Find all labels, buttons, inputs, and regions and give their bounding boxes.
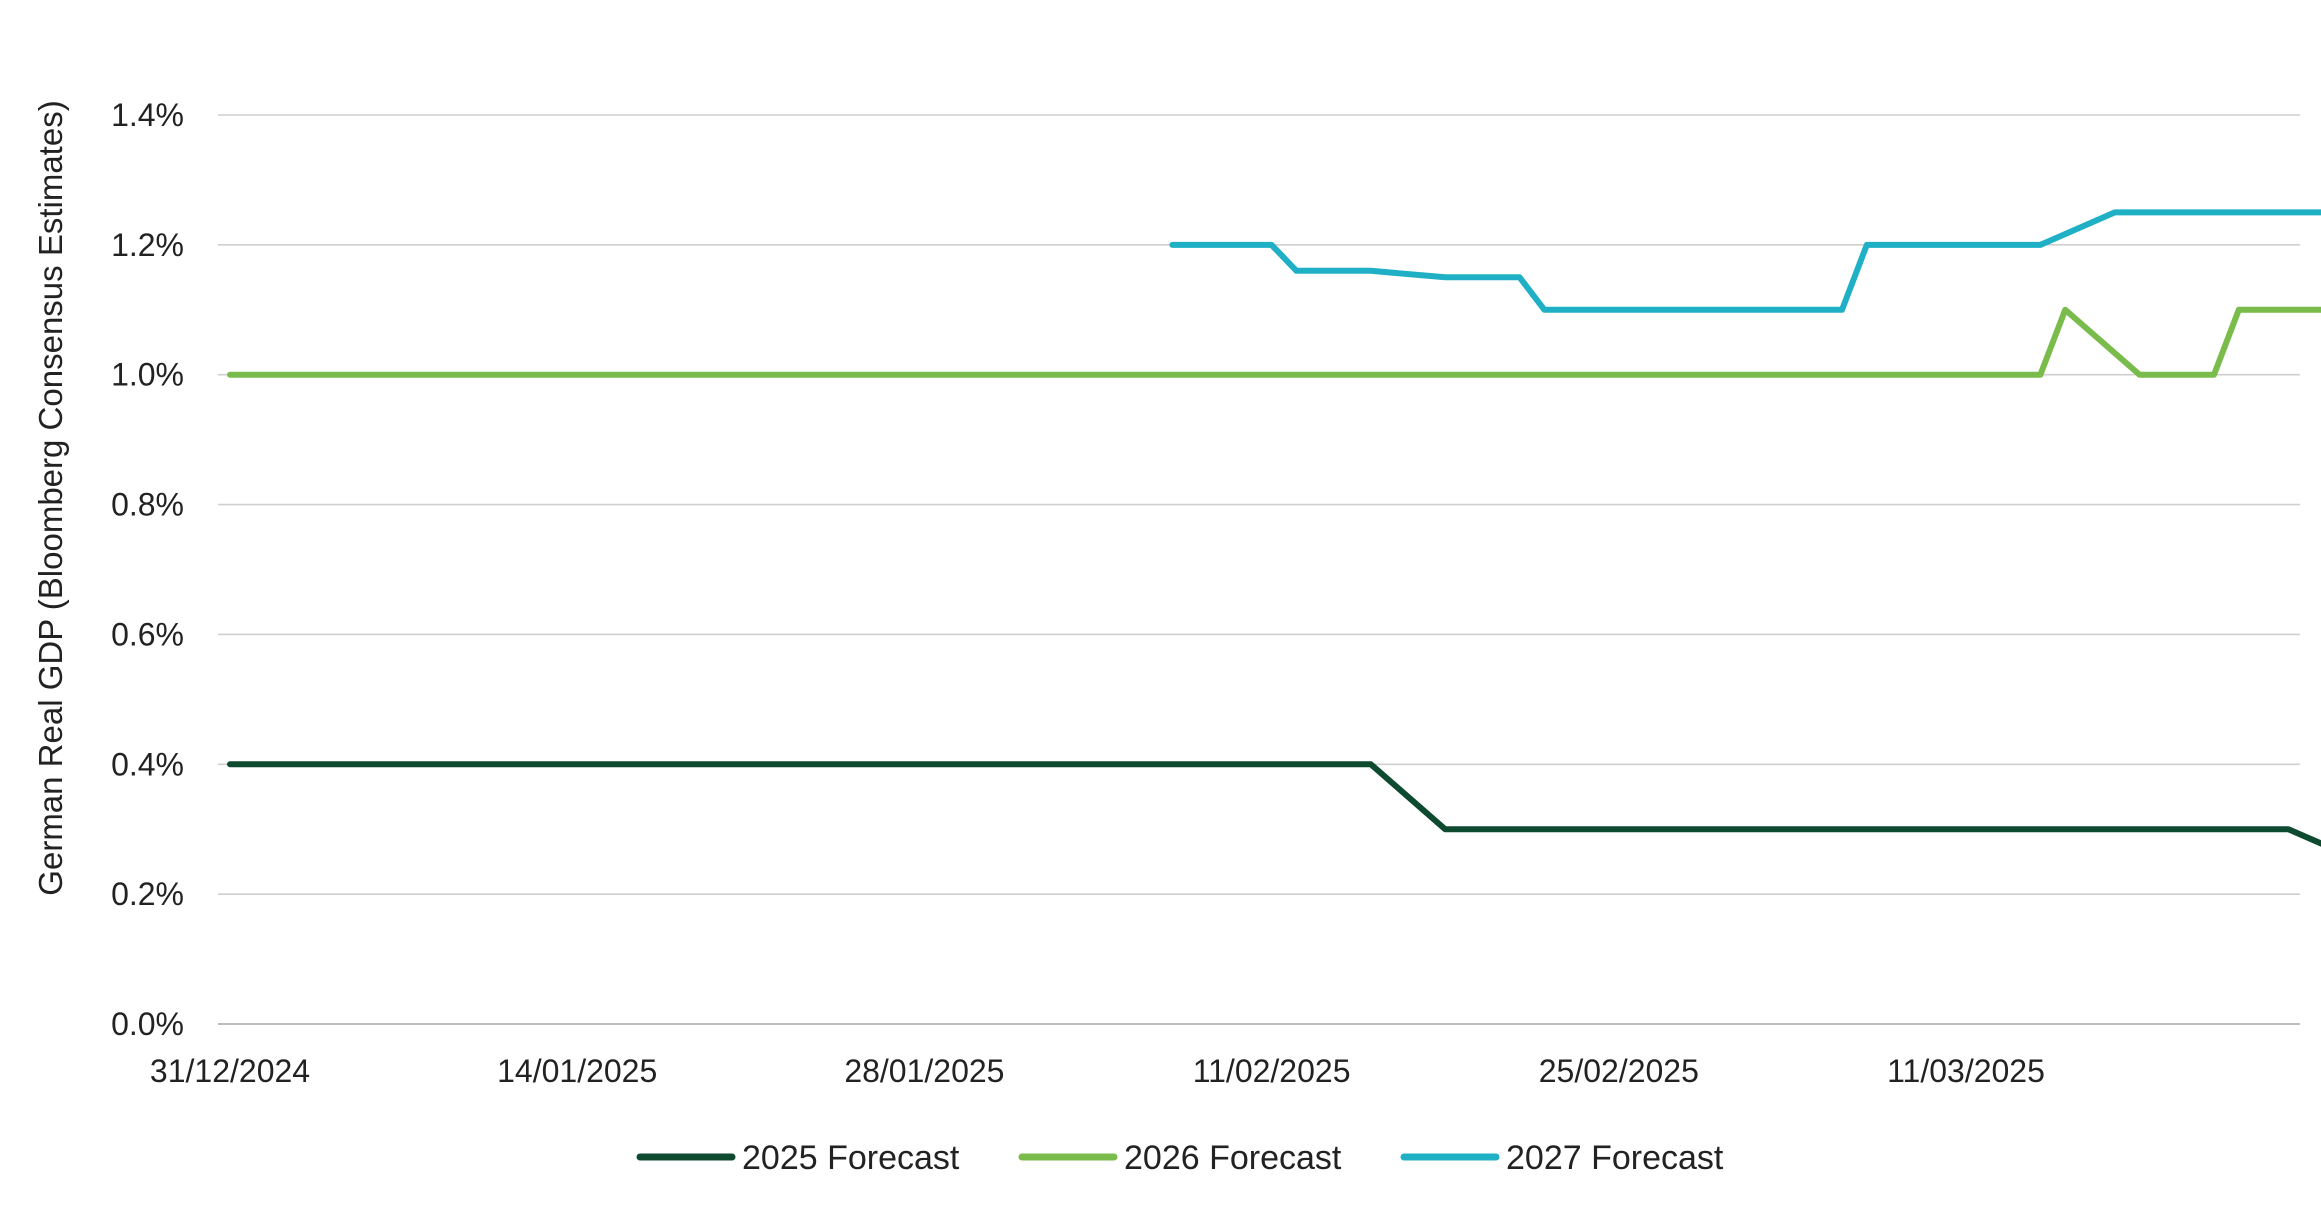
x-tick-label: 25/02/2025	[1539, 1053, 1699, 1089]
gridlines	[218, 114, 2300, 895]
x-tick-label: 14/01/2025	[497, 1053, 657, 1089]
y-tick-label: 1.0%	[111, 357, 184, 393]
y-tick-label: 0.2%	[111, 876, 184, 912]
y-axis-tick-labels: 0.0% 0.2% 0.4% 0.6% 0.8% 1.0% 1.2% 1.4%	[111, 97, 184, 1042]
series-line	[227, 761, 2321, 847]
x-tick-label: 11/02/2025	[1193, 1053, 1351, 1089]
y-axis-title: German Real GDP (Bloomberg Consensus Est…	[32, 100, 69, 895]
y-tick-label: 0.4%	[111, 746, 184, 782]
x-tick-label: 31/12/2024	[150, 1053, 310, 1089]
y-tick-label: 0.8%	[111, 487, 184, 523]
legend-label: 2025 Forecast	[742, 1139, 960, 1177]
series-line	[227, 306, 2321, 378]
legend-item: 2025 Forecast	[636, 1139, 960, 1177]
y-tick-label: 1.4%	[111, 97, 184, 133]
legend-item: 2026 Forecast	[1018, 1139, 1342, 1177]
series-line	[1169, 209, 2321, 313]
y-tick-label: 0.0%	[111, 1006, 184, 1042]
x-tick-label: 28/01/2025	[844, 1053, 1004, 1089]
legend-label: 2026 Forecast	[1124, 1139, 1342, 1177]
legend-item: 2027 Forecast	[1400, 1139, 1724, 1177]
series-lines	[227, 209, 2321, 847]
legend: 2025 Forecast 2026 Forecast 2027 Forecast	[636, 1139, 1724, 1177]
y-tick-label: 1.2%	[111, 227, 184, 263]
x-axis-tick-labels: 31/12/2024 14/01/2025 28/01/2025 11/02/2025…	[150, 1053, 2045, 1089]
legend-label: 2027 Forecast	[1506, 1139, 1724, 1177]
x-tick-label: 11/03/2025	[1887, 1053, 2045, 1089]
y-tick-label: 0.6%	[111, 616, 184, 652]
